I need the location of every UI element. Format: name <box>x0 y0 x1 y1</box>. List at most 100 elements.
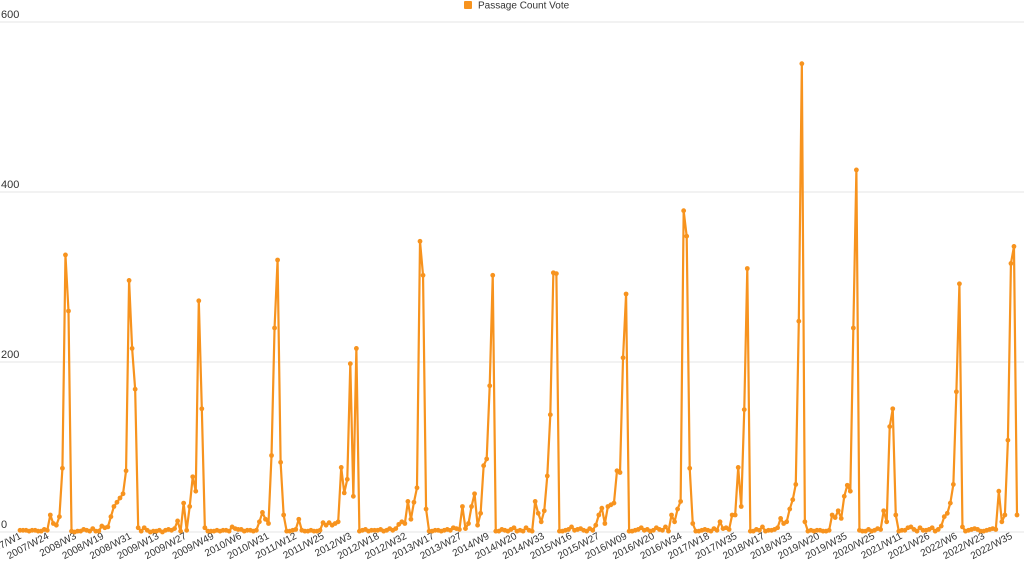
data-point[interactable] <box>775 525 780 531</box>
data-point[interactable] <box>999 519 1005 525</box>
data-point[interactable] <box>393 526 399 531</box>
data-point[interactable] <box>678 499 684 504</box>
data-point[interactable] <box>466 521 471 526</box>
data-point[interactable] <box>744 266 750 271</box>
data-point[interactable] <box>853 167 859 173</box>
data-point[interactable] <box>957 281 962 287</box>
data-point[interactable] <box>132 386 138 392</box>
data-point[interactable] <box>414 485 420 491</box>
data-point[interactable] <box>617 470 623 475</box>
data-point[interactable] <box>611 500 617 506</box>
data-point[interactable] <box>538 519 544 525</box>
data-point[interactable] <box>111 504 117 509</box>
data-point[interactable] <box>402 521 408 526</box>
data-point[interactable] <box>850 325 856 331</box>
data-point[interactable] <box>960 524 965 530</box>
data-point[interactable] <box>108 514 114 520</box>
data-point[interactable] <box>184 527 190 533</box>
data-point[interactable] <box>481 463 487 469</box>
data-point[interactable] <box>63 252 68 258</box>
data-point[interactable] <box>878 527 884 532</box>
data-point[interactable] <box>317 527 323 533</box>
data-point[interactable] <box>778 516 784 521</box>
data-point[interactable] <box>593 522 599 528</box>
data-point[interactable] <box>341 490 347 496</box>
data-point[interactable] <box>1005 437 1011 443</box>
data-point[interactable] <box>266 521 271 526</box>
data-point[interactable] <box>296 516 302 522</box>
data-point[interactable] <box>257 519 262 525</box>
data-point[interactable] <box>596 512 602 518</box>
data-point[interactable] <box>423 506 429 512</box>
data-point[interactable] <box>741 407 747 412</box>
data-point[interactable] <box>620 355 626 361</box>
data-point[interactable] <box>460 504 465 509</box>
data-point[interactable] <box>735 465 741 470</box>
data-point[interactable] <box>835 508 841 514</box>
data-point[interactable] <box>541 508 547 514</box>
data-point[interactable] <box>123 468 129 474</box>
data-point[interactable] <box>941 514 947 520</box>
data-point[interactable] <box>260 510 265 515</box>
data-point[interactable] <box>353 346 359 351</box>
data-point[interactable] <box>335 519 341 525</box>
data-point[interactable] <box>844 482 850 488</box>
data-point[interactable] <box>472 491 477 497</box>
data-point[interactable] <box>281 512 287 518</box>
data-point[interactable] <box>226 528 232 534</box>
data-point[interactable] <box>532 499 538 504</box>
data-point[interactable] <box>405 499 411 504</box>
data-point[interactable] <box>484 456 490 462</box>
data-point[interactable] <box>138 528 144 534</box>
data-point[interactable] <box>838 516 844 521</box>
data-point[interactable] <box>1002 512 1008 518</box>
data-point[interactable] <box>944 510 950 516</box>
data-point[interactable] <box>117 495 123 501</box>
data-point[interactable] <box>687 465 693 471</box>
data-point[interactable] <box>56 514 62 520</box>
data-point[interactable] <box>717 519 723 525</box>
data-point[interactable] <box>935 527 941 532</box>
data-point[interactable] <box>663 524 668 530</box>
data-point[interactable] <box>475 522 480 528</box>
data-point[interactable] <box>278 459 284 465</box>
legend[interactable]: Passage Count Vote <box>464 1 570 12</box>
data-point[interactable] <box>623 291 629 297</box>
data-point[interactable] <box>681 208 687 214</box>
data-point[interactable] <box>790 497 796 503</box>
data-point[interactable] <box>826 527 832 533</box>
data-point[interactable] <box>884 519 890 525</box>
data-point[interactable] <box>126 278 132 283</box>
data-point[interactable] <box>732 512 738 518</box>
data-point[interactable] <box>347 361 353 367</box>
data-point[interactable] <box>832 515 838 520</box>
data-point[interactable] <box>887 424 893 429</box>
data-point[interactable] <box>547 412 553 418</box>
data-point[interactable] <box>996 488 1002 494</box>
data-point[interactable] <box>669 512 674 518</box>
data-point[interactable] <box>263 516 268 522</box>
data-point[interactable] <box>66 308 71 314</box>
data-point[interactable] <box>272 325 277 331</box>
data-point[interactable] <box>675 506 680 512</box>
data-point[interactable] <box>172 526 177 531</box>
data-point[interactable] <box>602 521 608 526</box>
data-point[interactable] <box>793 482 799 487</box>
data-point[interactable] <box>757 527 762 533</box>
data-point[interactable] <box>672 519 677 525</box>
data-point[interactable] <box>738 504 744 509</box>
data-point[interactable] <box>760 524 765 530</box>
data-point[interactable] <box>787 506 793 512</box>
data-point[interactable] <box>799 61 805 67</box>
data-point[interactable] <box>796 318 802 324</box>
data-point[interactable] <box>202 525 208 531</box>
data-point[interactable] <box>199 406 205 412</box>
data-point[interactable] <box>881 508 887 514</box>
data-point[interactable] <box>802 519 808 525</box>
data-point[interactable] <box>490 272 496 278</box>
data-point[interactable] <box>457 527 462 532</box>
data-point[interactable] <box>105 524 111 530</box>
data-point[interactable] <box>178 528 184 534</box>
data-point[interactable] <box>847 488 853 494</box>
data-point[interactable] <box>929 525 935 531</box>
